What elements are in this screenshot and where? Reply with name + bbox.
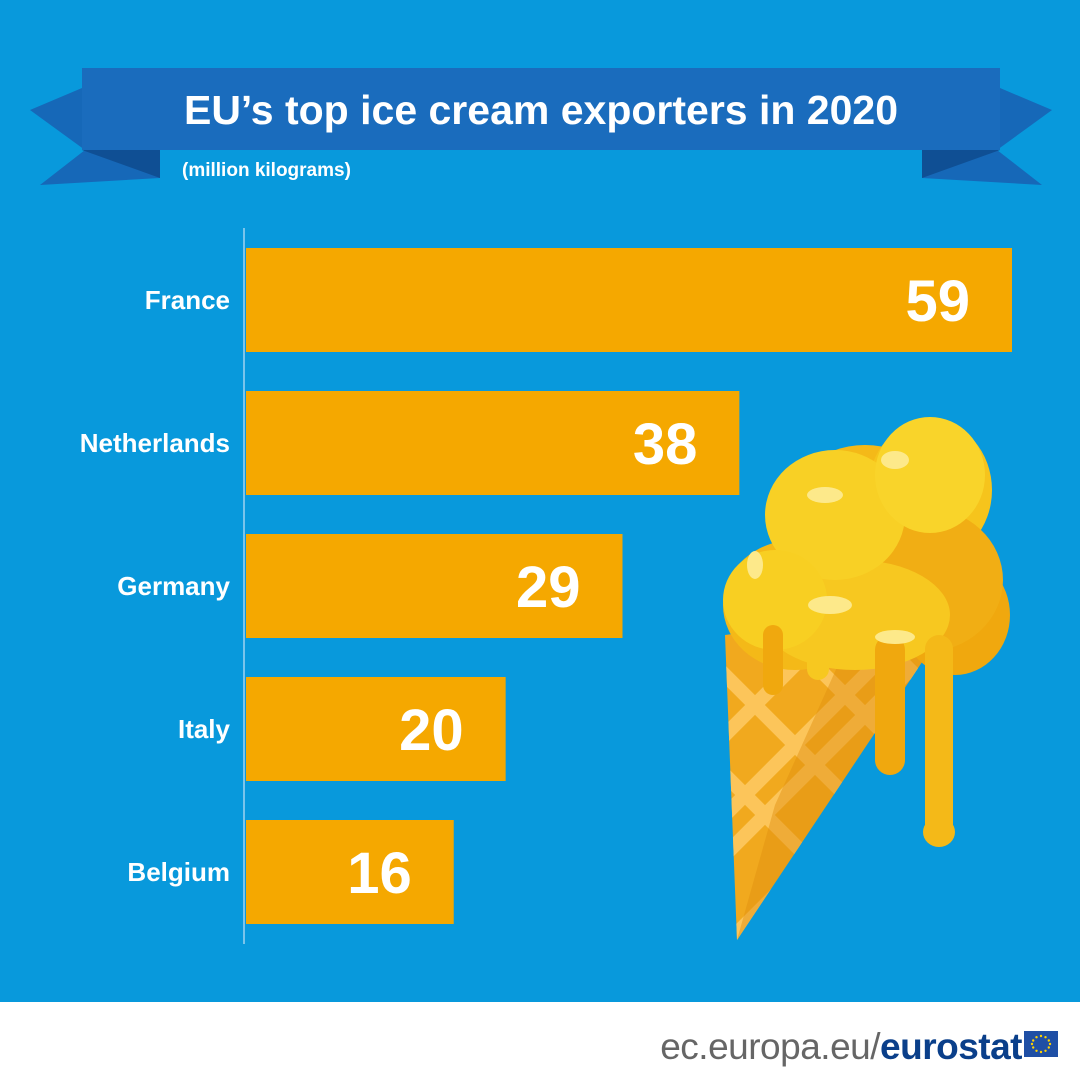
ribbon-left-fold bbox=[82, 150, 160, 178]
value-label-italy: 20 bbox=[399, 698, 464, 763]
value-label-belgium: 16 bbox=[347, 841, 412, 906]
ribbon-right-fold bbox=[922, 150, 1000, 178]
chart-title: EU’s top ice cream exporters in 2020 bbox=[183, 87, 899, 133]
title-ribbon bbox=[30, 68, 1052, 185]
category-label-netherlands: Netherlands bbox=[80, 428, 230, 458]
ice-cream-cone-icon bbox=[723, 417, 1010, 940]
bar-chart: France 59 Netherlands 38 Germany 29 Italy 20 Bel… bbox=[80, 228, 1012, 944]
chart-panel: EU’s top ice cream exporters in 2020 (mi… bbox=[0, 0, 1080, 1002]
ice-cream-scoops bbox=[723, 417, 1010, 847]
footer-source[interactable]: ec.europa.eu/eurostat bbox=[660, 1026, 1022, 1068]
bar-germany bbox=[246, 534, 623, 638]
bar-france bbox=[246, 248, 1012, 352]
chart-subtitle: (million kilograms) bbox=[182, 160, 351, 181]
bar-italy bbox=[246, 677, 506, 781]
category-label-belgium: Belgium bbox=[127, 857, 230, 887]
bar-belgium bbox=[246, 820, 454, 924]
bars-layer: France 59 Netherlands 38 Germany 29 Italy 20 Bel… bbox=[80, 248, 1012, 924]
value-label-germany: 29 bbox=[516, 555, 581, 620]
category-label-france: France bbox=[145, 285, 230, 315]
footer-brand: eurostat bbox=[880, 1026, 1022, 1067]
eu-flag-icon bbox=[1024, 1031, 1058, 1057]
value-label-netherlands: 38 bbox=[633, 412, 698, 477]
value-label-france: 59 bbox=[905, 269, 970, 334]
category-label-germany: Germany bbox=[117, 571, 230, 601]
ribbon-band bbox=[82, 68, 1000, 150]
bar-netherlands bbox=[246, 391, 740, 495]
category-label-italy: Italy bbox=[178, 714, 231, 744]
footer-domain: ec.europa.eu/ bbox=[660, 1026, 881, 1067]
